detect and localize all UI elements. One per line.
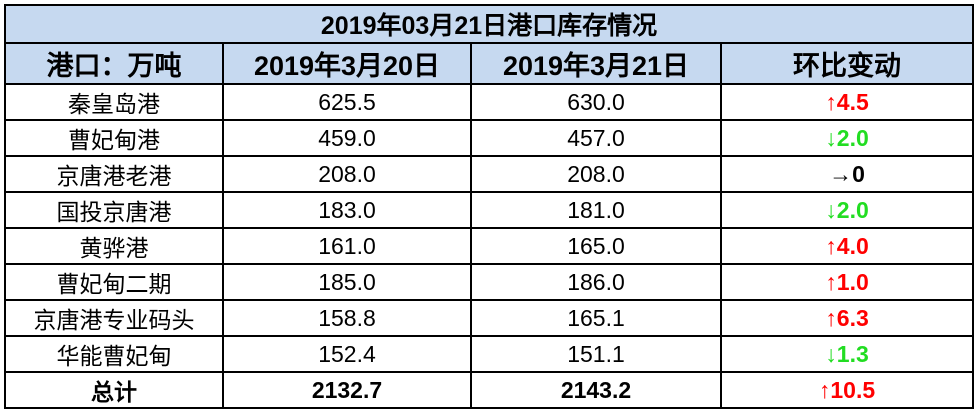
cell: 165.1 [470, 299, 722, 337]
cell: 京唐港专业码头 [4, 299, 224, 337]
cell: 总计 [4, 371, 224, 409]
cell: 161.0 [222, 227, 472, 265]
data-row: 曹妃甸港 459.0 457.0 ↓2.0 [4, 119, 975, 157]
cell: 457.0 [470, 119, 722, 157]
cell: 京唐港老港 [4, 155, 224, 193]
header-row: 港口：万吨 2019年3月20日 2019年3月21日 环比变动 [4, 42, 975, 85]
change-cell: ↑1.0 [719, 263, 975, 301]
cell: 2143.2 [470, 371, 722, 409]
change-cell: ↓1.3 [719, 335, 975, 373]
change-cell: ↑6.3 [719, 299, 975, 337]
change-cell: →0 [719, 155, 975, 193]
header-cell: 港口：万吨 [4, 42, 224, 85]
cell: 185.0 [222, 263, 472, 301]
cell: 黄骅港 [4, 227, 224, 265]
cell: 630.0 [470, 83, 722, 121]
cell: 2132.7 [222, 371, 472, 409]
change-cell: ↑4.0 [719, 227, 975, 265]
cell: 158.8 [222, 299, 472, 337]
cell: 459.0 [222, 119, 472, 157]
cell: 625.5 [222, 83, 472, 121]
cell: 国投京唐港 [4, 191, 224, 229]
cell: 183.0 [222, 191, 472, 229]
change-cell: ↓2.0 [719, 191, 975, 229]
header-cell: 2019年3月21日 [470, 42, 722, 85]
title-row: 2019年03月21日港口库存情况 [3, 4, 975, 44]
table-body: 2019年03月21日港口库存情况 港口：万吨 2019年3月20日 2019年3月… [3, 4, 975, 409]
data-row: 总计 2132.7 2143.2 ↑10.5 [4, 371, 975, 409]
data-row: 秦皇岛港 625.5 630.0 ↑4.5 [4, 83, 975, 121]
data-row: 国投京唐港 183.0 181.0 ↓2.0 [4, 191, 975, 229]
cell: 华能曹妃甸 [4, 335, 224, 373]
table-title: 2019年03月21日港口库存情况 [3, 4, 975, 44]
header-cell: 2019年3月20日 [222, 42, 472, 85]
header-cell: 环比变动 [719, 42, 975, 85]
inventory-table: 2019年03月21日港口库存情况 港口：万吨 2019年3月20日 2019年3月… [3, 4, 975, 409]
cell: 208.0 [222, 155, 472, 193]
cell: 181.0 [470, 191, 722, 229]
data-row: 曹妃甸二期 185.0 186.0 ↑1.0 [4, 263, 975, 301]
cell: 186.0 [470, 263, 722, 301]
data-row: 华能曹妃甸 152.4 151.1 ↓1.3 [4, 335, 975, 373]
data-row: 京唐港专业码头 158.8 165.1 ↑6.3 [4, 299, 975, 337]
cell: 曹妃甸二期 [4, 263, 224, 301]
data-row: 京唐港老港 208.0 208.0 →0 [4, 155, 975, 193]
cell: 165.0 [470, 227, 722, 265]
change-cell: ↑4.5 [719, 83, 975, 121]
data-row: 黄骅港 161.0 165.0 ↑4.0 [4, 227, 975, 265]
cell: 秦皇岛港 [4, 83, 224, 121]
cell: 208.0 [470, 155, 722, 193]
change-cell: ↓2.0 [719, 119, 975, 157]
change-cell: ↑10.5 [719, 371, 975, 409]
cell: 152.4 [222, 335, 472, 373]
cell: 曹妃甸港 [4, 119, 224, 157]
cell: 151.1 [470, 335, 722, 373]
